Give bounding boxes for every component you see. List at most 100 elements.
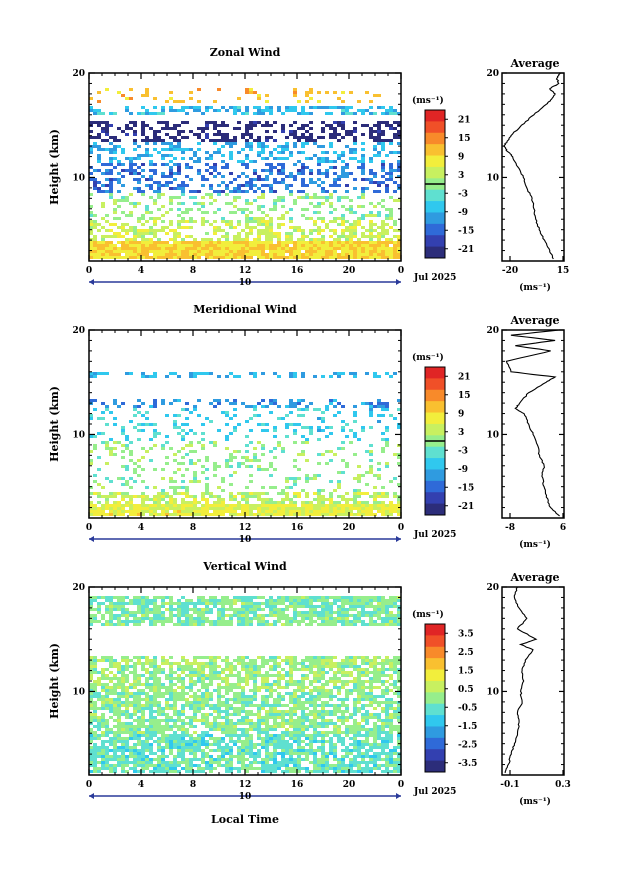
heatmap-cell bbox=[133, 755, 137, 758]
heatmap-cell bbox=[205, 178, 209, 181]
heatmap-cell bbox=[261, 758, 265, 761]
heatmap-cell bbox=[133, 758, 137, 761]
heatmap-cell bbox=[345, 112, 349, 115]
heatmap-cell bbox=[381, 402, 385, 405]
heatmap-cell bbox=[229, 474, 233, 477]
heatmap-cell bbox=[309, 238, 313, 241]
heatmap-cell bbox=[365, 504, 369, 507]
heatmap-cell bbox=[373, 486, 377, 489]
heatmap-cell bbox=[197, 611, 201, 614]
heatmap-cell bbox=[193, 719, 197, 722]
heatmap-cell bbox=[153, 722, 157, 725]
heatmap-cell bbox=[341, 495, 345, 498]
heatmap-cell bbox=[341, 241, 345, 244]
heatmap-cell bbox=[149, 127, 153, 130]
heatmap-cell bbox=[169, 148, 173, 151]
heatmap-cell bbox=[237, 97, 241, 100]
heatmap-cell bbox=[389, 109, 393, 112]
heatmap-cell bbox=[237, 196, 241, 199]
heatmap-cell bbox=[305, 139, 309, 142]
heatmap-cell bbox=[193, 602, 197, 605]
heatmap-cell bbox=[237, 737, 241, 740]
heatmap-cell bbox=[197, 620, 201, 623]
heatmap-cell bbox=[273, 130, 277, 133]
heatmap-cell bbox=[101, 372, 105, 375]
heatmap-cell bbox=[157, 112, 161, 115]
heatmap-cell bbox=[165, 100, 169, 103]
heatmap-cell bbox=[101, 441, 105, 444]
heatmap-cell bbox=[261, 722, 265, 725]
heatmap-cell bbox=[181, 498, 185, 501]
heatmap-cell bbox=[377, 510, 381, 513]
heatmap-cell bbox=[197, 202, 201, 205]
heatmap-cell bbox=[369, 235, 373, 238]
heatmap-cell bbox=[189, 256, 193, 259]
heatmap-cell bbox=[357, 504, 361, 507]
heatmap-cell bbox=[385, 223, 389, 226]
heatmap-cell bbox=[173, 743, 177, 746]
heatmap-cell bbox=[201, 713, 205, 716]
heatmap-cell bbox=[317, 438, 321, 441]
heatmap-cell bbox=[385, 510, 389, 513]
heatmap-cell bbox=[177, 668, 181, 671]
heatmap-cell bbox=[237, 596, 241, 599]
heatmap-cell bbox=[105, 656, 109, 659]
heatmap-cell bbox=[249, 596, 253, 599]
heatmap-cell bbox=[377, 184, 381, 187]
heatmap-cell bbox=[257, 247, 261, 250]
heatmap-cell bbox=[225, 665, 229, 668]
heatmap-cell bbox=[389, 211, 393, 214]
y-tick-label: 10 bbox=[72, 430, 85, 440]
heatmap-cell bbox=[181, 501, 185, 504]
heatmap-cell bbox=[253, 190, 257, 193]
heatmap-cell bbox=[201, 761, 205, 764]
heatmap-cell bbox=[129, 614, 133, 617]
heatmap-cell bbox=[381, 163, 385, 166]
heatmap-cell bbox=[297, 495, 301, 498]
heatmap-cell bbox=[149, 139, 153, 142]
heatmap-cell bbox=[197, 414, 201, 417]
heatmap-cell bbox=[329, 402, 333, 405]
date-bar-end-arrow bbox=[396, 279, 401, 285]
heatmap-cell bbox=[257, 710, 261, 713]
heatmap-cell bbox=[225, 707, 229, 710]
heatmap-cell bbox=[141, 256, 145, 259]
x-tick-label: 4 bbox=[138, 523, 144, 533]
heatmap-cell bbox=[225, 462, 229, 465]
heatmap-cell bbox=[149, 695, 153, 698]
heatmap-cell bbox=[273, 510, 277, 513]
heatmap-cell bbox=[129, 507, 133, 510]
heatmap-cell bbox=[345, 190, 349, 193]
heatmap-cell bbox=[209, 764, 213, 767]
heatmap-cell bbox=[369, 211, 373, 214]
heatmap-cell bbox=[297, 513, 301, 516]
heatmap-cell bbox=[165, 504, 169, 507]
heatmap-cell bbox=[245, 163, 249, 166]
heatmap-cell bbox=[281, 447, 285, 450]
heatmap-cell bbox=[145, 247, 149, 250]
heatmap-cell bbox=[117, 734, 121, 737]
x-tick-label: 12 bbox=[239, 266, 252, 276]
heatmap-cell bbox=[193, 758, 197, 761]
heatmap-cell bbox=[265, 602, 269, 605]
heatmap-cell bbox=[313, 193, 317, 196]
heatmap-cell bbox=[341, 172, 345, 175]
heatmap-cell bbox=[129, 441, 133, 444]
heatmap-cell bbox=[361, 226, 365, 229]
heatmap-cell bbox=[133, 172, 137, 175]
heatmap-cell bbox=[133, 602, 137, 605]
colorbar-swatch bbox=[425, 166, 445, 179]
heatmap-cell bbox=[209, 668, 213, 671]
heatmap-cell bbox=[385, 408, 389, 411]
heatmap-cell bbox=[117, 755, 121, 758]
heatmap-cell bbox=[313, 205, 317, 208]
heatmap-cell bbox=[149, 725, 153, 728]
heatmap-cell bbox=[89, 417, 93, 420]
heatmap-cell bbox=[341, 136, 345, 139]
heatmap-cell bbox=[381, 205, 385, 208]
heatmap-cell bbox=[397, 133, 401, 136]
heatmap-cell bbox=[93, 109, 97, 112]
heatmap-cell bbox=[153, 608, 157, 611]
heatmap-cell bbox=[113, 770, 117, 773]
heatmap-cell bbox=[129, 755, 133, 758]
